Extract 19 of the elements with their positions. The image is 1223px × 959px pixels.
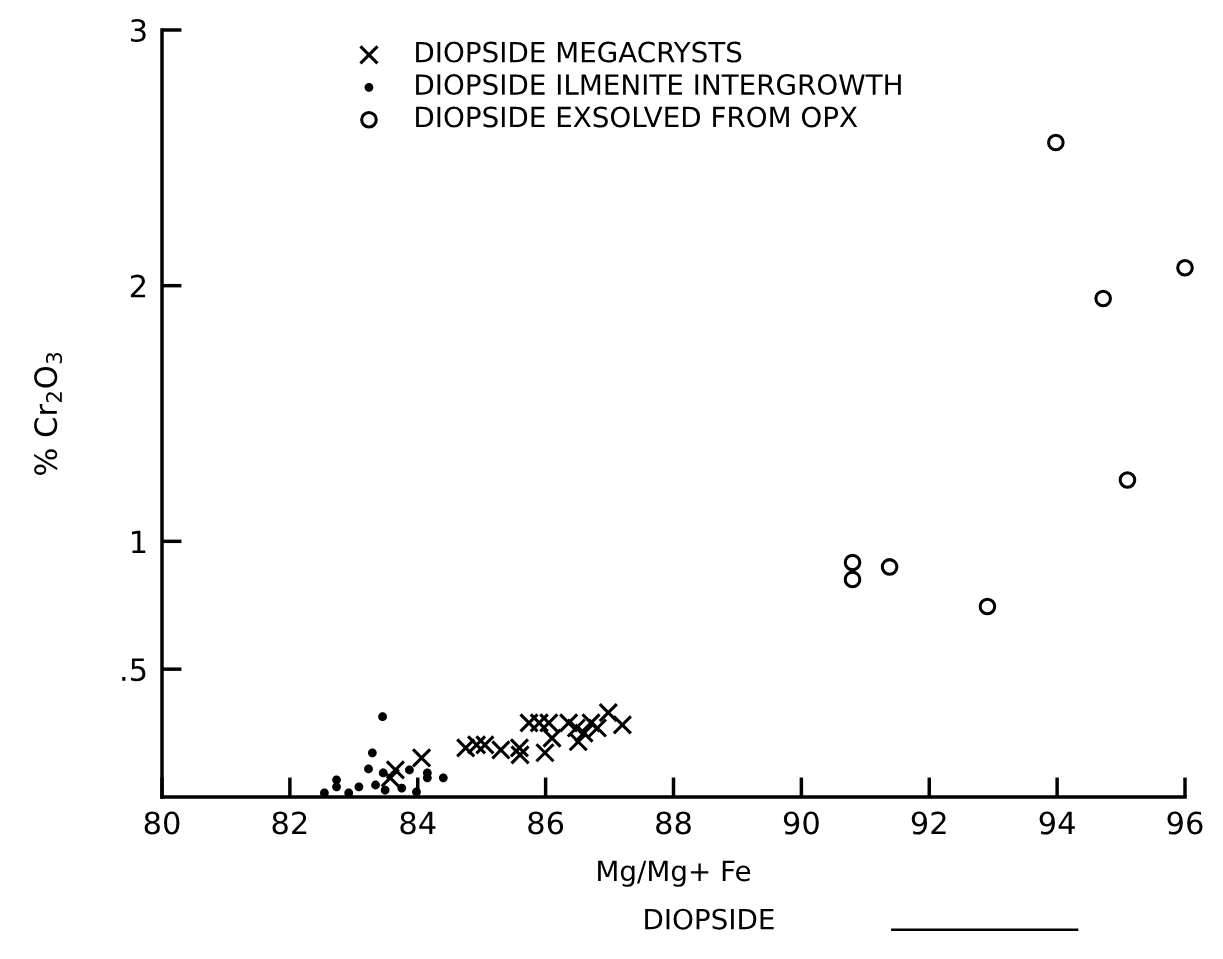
x-tick-label: 82 — [272, 811, 307, 835]
x-tick-label: 80 — [144, 811, 180, 835]
x-axis-title: Mg/Mg+ Fe — [598, 860, 751, 887]
x-tick-label: 96 — [1167, 811, 1203, 835]
y-tick-label: 1 — [132, 530, 146, 553]
legend-label: DIOPSIDE EXSOLVED FROM OPX — [416, 106, 858, 128]
y-axis-title: % Cr$_{2}$O$_{3}$ — [34, 352, 63, 475]
x-tick-label: 92 — [911, 811, 946, 835]
x-tick-label: 86 — [528, 811, 564, 835]
y-tick-label: 3 — [131, 18, 146, 43]
x-tick-label: 84 — [400, 811, 436, 835]
y-tick-label: .5 — [122, 658, 146, 682]
legend-label: DIOPSIDE MEGACRYSTS — [416, 41, 742, 63]
x-tick-label: 88 — [656, 811, 691, 835]
x-tick-label: 94 — [1039, 811, 1075, 835]
y-tick-label: 2 — [130, 274, 146, 298]
x-tick-label: 90 — [783, 811, 819, 835]
text: DIOPSIDE — [645, 908, 774, 930]
legend-label: DIOPSIDE ILMENITE INTERGROWTH — [416, 74, 901, 96]
